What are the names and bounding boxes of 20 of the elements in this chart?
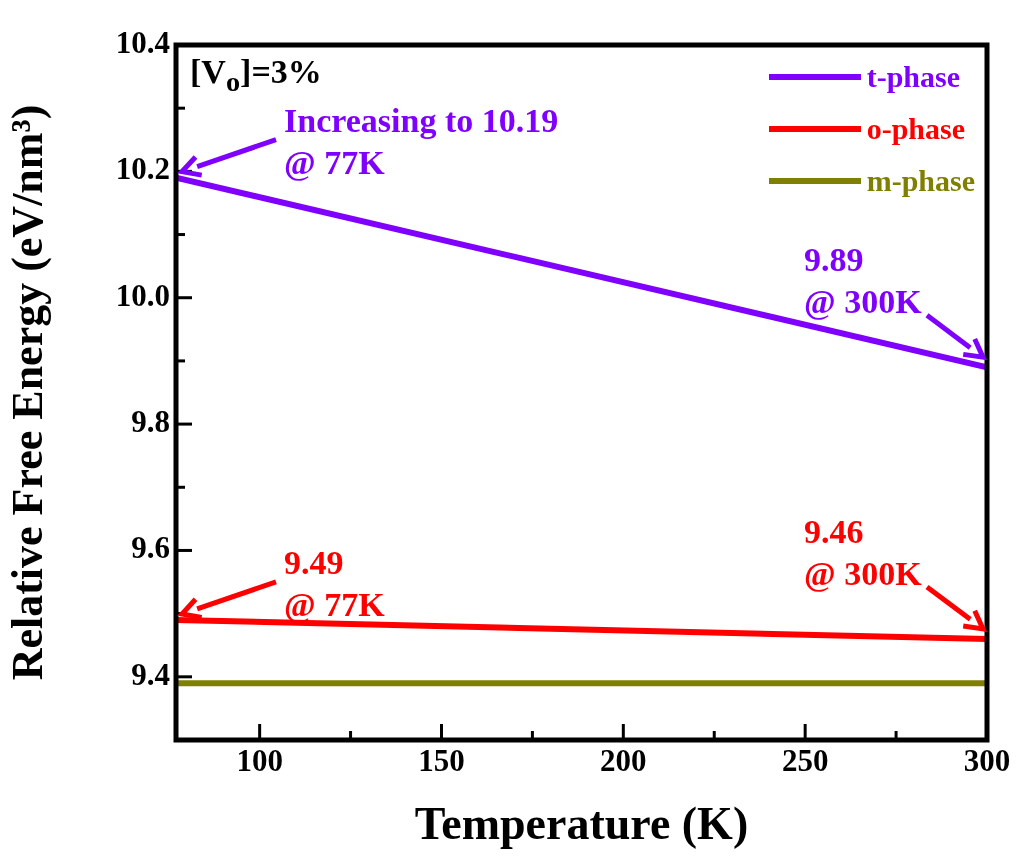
x-tick-label: 200 bbox=[600, 742, 647, 778]
x-tick-label: 150 bbox=[418, 742, 465, 778]
annotation: 9.89 @ 300K bbox=[804, 240, 922, 323]
annotation: 9.46 @ 300K bbox=[804, 511, 922, 594]
y-tick-label: 10.2 bbox=[115, 151, 170, 187]
y-tick-label: 10.0 bbox=[115, 277, 170, 313]
x-tick-label: 300 bbox=[963, 742, 1011, 778]
legend-label: t-phase bbox=[866, 60, 960, 94]
annotation: [V$_{o}$]=3% bbox=[190, 52, 322, 99]
legend-label: m-phase bbox=[866, 164, 975, 198]
annotation: Increasing to 10.19 @ 77K bbox=[284, 100, 559, 183]
y-tick-label: 9.8 bbox=[131, 404, 170, 440]
y-tick-label: 9.6 bbox=[131, 530, 170, 566]
y-tick-label: 9.4 bbox=[131, 656, 170, 692]
y-tick-label: 10.4 bbox=[115, 25, 170, 61]
x-tick-label: 100 bbox=[236, 742, 283, 778]
x-axis-title: Temperature (K) bbox=[414, 798, 749, 850]
y-axis-title: Relative Free Energy (eV/nm³) bbox=[2, 104, 52, 681]
x-tick-label: 250 bbox=[781, 742, 829, 778]
legend-label: o-phase bbox=[866, 112, 966, 146]
